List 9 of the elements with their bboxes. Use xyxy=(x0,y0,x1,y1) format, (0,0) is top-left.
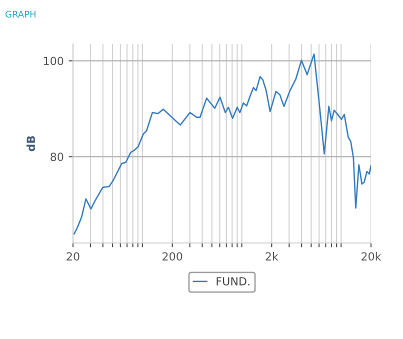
x-tick-label: 20 xyxy=(66,252,80,261)
x-tick-label: 20k xyxy=(362,252,382,261)
y-tick-label: 100 xyxy=(44,56,64,66)
x-tick-label: 200 xyxy=(162,252,182,261)
y-tick-label: 80 xyxy=(50,152,64,162)
x-tick-label: 2k xyxy=(266,252,278,260)
chart-title: GRAPH xyxy=(6,10,36,18)
y-axis-title: dB xyxy=(26,136,36,152)
legend-label: FUND. xyxy=(216,277,250,286)
